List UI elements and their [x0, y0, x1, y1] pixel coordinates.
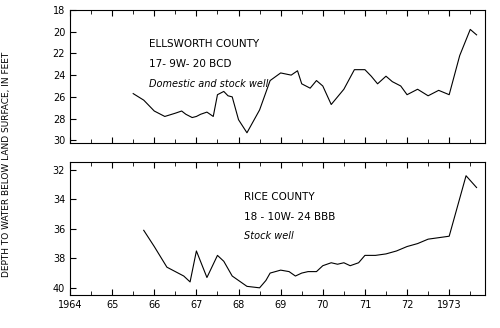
Text: RICE COUNTY: RICE COUNTY [244, 192, 315, 202]
Text: 17- 9W- 20 BCD: 17- 9W- 20 BCD [149, 59, 232, 69]
Text: DEPTH TO WATER BELOW LAND SURFACE, IN FEET: DEPTH TO WATER BELOW LAND SURFACE, IN FE… [2, 51, 11, 277]
Text: Stock well: Stock well [244, 232, 294, 241]
Text: 18 - 10W- 24 BBB: 18 - 10W- 24 BBB [244, 212, 336, 222]
Text: ELLSWORTH COUNTY: ELLSWORTH COUNTY [149, 39, 259, 49]
Text: Domestic and stock well: Domestic and stock well [149, 79, 268, 89]
